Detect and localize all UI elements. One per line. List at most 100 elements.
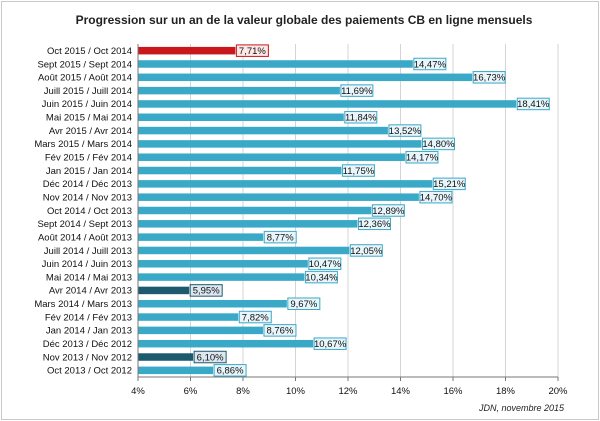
category-label: Août 2015 / Août 2014: [38, 73, 132, 84]
category-label: Fév 2015 / Fév 2014: [45, 153, 132, 164]
data-label-box: [344, 111, 378, 124]
data-label: 11,84%: [345, 113, 377, 124]
category-labels: Oct 2015 / Oct 2014 Sept 2015 / Sept 2014…: [34, 46, 132, 377]
category-label: Sept 2014 / Sept 2013: [37, 219, 132, 230]
data-label: 16,73%: [473, 73, 506, 84]
data-label-box: [341, 164, 375, 177]
bar: [138, 46, 236, 55]
bar: [138, 299, 287, 308]
data-label-box: [516, 97, 550, 111]
category-label: Déc 2013 / Déc 2012: [43, 339, 132, 350]
data-label: 10,34%: [305, 272, 338, 283]
data-label: 9,67%: [290, 299, 317, 310]
x-tick-label: 18%: [496, 386, 516, 397]
bar: [138, 273, 305, 281]
x-tick-label: 6%: [184, 386, 198, 397]
category-label: Oct 2015 / Oct 2014: [47, 46, 132, 57]
data-label-box: [313, 337, 347, 350]
bar: [138, 233, 264, 241]
bar: [138, 366, 214, 375]
bar: [138, 260, 308, 268]
data-label: 12,05%: [350, 246, 383, 257]
category-label: Déc 2014 / Déc 2013: [43, 179, 132, 190]
category-label: Août 2014 / Août 2013: [38, 232, 132, 243]
chart-title: Progression sur un an de la valeur globa…: [76, 13, 533, 27]
data-label: 10,67%: [314, 339, 347, 350]
data-label-box: [263, 230, 297, 244]
data-label-box: [419, 190, 453, 204]
data-label: 14,80%: [422, 139, 455, 150]
data-label: 11,75%: [343, 166, 375, 177]
data-label: 14,17%: [406, 153, 439, 164]
category-label: Juill 2015 / Juill 2014: [44, 86, 132, 97]
data-label: 11,69%: [341, 86, 373, 97]
bar: [138, 100, 517, 108]
category-label: Mars 2015 / Mars 2014: [34, 139, 132, 150]
category-label: Nov 2013 / Nov 2012: [43, 352, 132, 363]
data-label: 15,21%: [433, 179, 466, 190]
data-label-box: [238, 310, 272, 324]
bars-layer: [138, 46, 517, 375]
data-label: 12,89%: [372, 206, 405, 217]
data-label-box: [357, 217, 391, 231]
bar: [138, 113, 344, 122]
data-label: 5,95%: [193, 286, 220, 297]
data-label: 12,36%: [358, 219, 391, 230]
data-label-box: [304, 270, 338, 284]
data-label: 13,52%: [389, 126, 422, 137]
data-label: 14,70%: [420, 192, 453, 203]
category-label: Mai 2014 / Mai 2013: [46, 272, 132, 283]
category-label: Nov 2014 / Nov 2013: [43, 192, 132, 203]
x-tick-label: 12%: [338, 386, 358, 397]
data-label: 8,77%: [267, 232, 294, 243]
data-label: 10,47%: [309, 259, 342, 270]
bar: [138, 126, 388, 135]
bar: [138, 220, 358, 228]
category-label: Juin 2015 / Juin 2014: [42, 99, 132, 110]
data-label-box: [349, 244, 383, 257]
category-label: Juill 2014 / Juill 2013: [44, 246, 132, 257]
category-label: Oct 2013 / Oct 2012: [47, 366, 132, 377]
data-label-box: [287, 297, 321, 310]
data-label-box: [422, 137, 455, 151]
bar: [138, 153, 405, 161]
data-label: 14,47%: [414, 59, 447, 70]
category-label: Juin 2014 / Juin 2013: [42, 259, 132, 270]
x-tick-label: 4%: [131, 386, 145, 397]
bar: [138, 246, 350, 255]
data-label: 6,86%: [217, 366, 244, 377]
data-label-box: [235, 44, 269, 57]
data-label-box: [263, 324, 297, 337]
bar: [138, 180, 433, 188]
bar: [138, 86, 340, 95]
data-label-box: [405, 150, 439, 164]
bar: [138, 353, 194, 361]
bar: [138, 313, 239, 321]
data-label-box: [308, 257, 342, 271]
category-label: Fév 2014 / Fév 2013: [45, 312, 132, 323]
data-label: 8,76%: [266, 326, 293, 337]
x-tick-label: 14%: [391, 386, 411, 397]
bar: [138, 140, 422, 148]
bar: [138, 73, 473, 82]
data-label: 18,41%: [517, 99, 550, 110]
category-label: Avr 2015 / Avr 2014: [49, 126, 132, 137]
data-label-box: [371, 204, 405, 217]
category-label: Sept 2015 / Sept 2014: [37, 59, 132, 70]
data-label-box: [340, 84, 374, 97]
bar: [138, 326, 263, 335]
data-label-box: [432, 177, 466, 191]
x-tick-label: 8%: [236, 386, 250, 397]
category-label: Jan 2014 / Jan 2013: [46, 326, 132, 337]
bar: [138, 60, 413, 68]
data-label: 7,71%: [239, 46, 266, 57]
x-axis: 4% 6% 8% 10% 12% 14% 16% 18% 20%: [131, 44, 568, 397]
data-label: 7,82%: [242, 312, 269, 323]
data-label: 6,10%: [197, 352, 224, 363]
category-label: Mai 2015 / Mai 2014: [46, 113, 132, 124]
data-label-box: [413, 57, 447, 71]
source-note: JDN, novembre 2015: [478, 403, 565, 413]
bar: [138, 286, 190, 295]
